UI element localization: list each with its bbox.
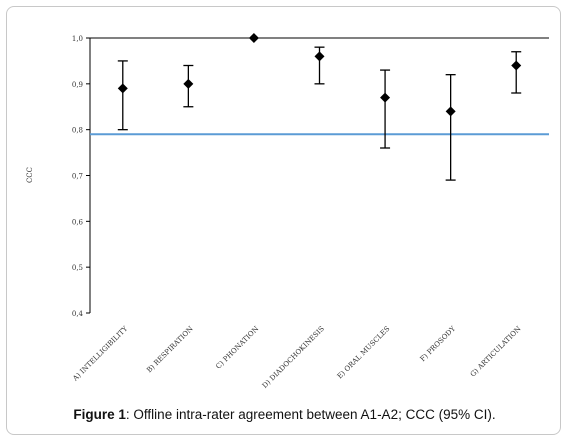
y-tick-label: 0,7 (72, 173, 83, 181)
y-tick-label: 0,4 (72, 310, 84, 318)
data-point-marker (117, 83, 128, 94)
x-category-label: A) INTELLIGIBILITY (71, 324, 130, 383)
y-tick-labels: 0,4 0,5 0,6 0,7 0,8 0,9 1,0 (72, 35, 90, 318)
data-point-marker (183, 78, 194, 89)
x-category-label: B) RESPIRATION (145, 325, 194, 374)
data-markers (117, 33, 522, 117)
y-tick-label: 1,0 (72, 35, 83, 43)
caption-label: Figure 1 (73, 407, 126, 422)
y-tick-label: 0,5 (72, 264, 83, 272)
figure-caption: Figure 1: Offline intra-rater agreement … (0, 407, 569, 422)
x-category-label: E) ORAL MUSCLES (336, 325, 392, 381)
ccc-chart: 0,4 0,5 0,6 0,7 0,8 0,9 1,0 A) INTELLIGIBILITY… (26, 33, 549, 390)
y-tick-label: 0,8 (72, 127, 83, 135)
error-bars (117, 46, 522, 181)
x-category-label: C) PHONATION (214, 325, 260, 371)
data-point-marker (511, 60, 522, 71)
y-axis-label: CCC (26, 167, 34, 183)
figure-frame (6, 6, 561, 435)
data-point-marker (445, 106, 456, 117)
x-category-labels: A) INTELLIGIBILITY B) RESPIRATION C) PHONA… (71, 324, 523, 389)
y-tick-label: 0,9 (72, 81, 83, 89)
caption-text: : Offline intra-rater agreement between … (125, 407, 496, 422)
data-point-marker (314, 51, 325, 62)
x-category-label: G) ARTICULATION (469, 325, 523, 379)
y-tick-label: 0,6 (72, 218, 84, 226)
data-point-marker (380, 92, 391, 103)
x-category-label: F) PROSODY (419, 324, 458, 363)
data-point-marker (248, 33, 259, 43)
x-category-label: D) DIADOCHOKINESIS (261, 325, 326, 390)
